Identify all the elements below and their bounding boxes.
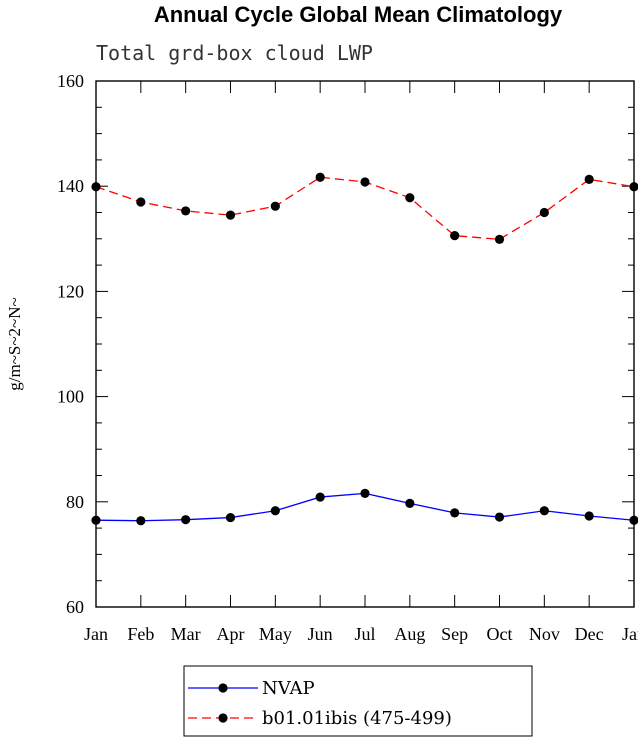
series-2-point xyxy=(584,174,594,184)
x-tick-label: Sep xyxy=(441,624,468,644)
series-2-point xyxy=(405,193,415,203)
legend-label-1: NVAP xyxy=(262,678,315,699)
chart-subtitle: Total grd-box cloud LWP xyxy=(96,41,373,65)
series-2-point xyxy=(91,182,101,192)
series-2-point xyxy=(181,206,191,216)
x-tick-label: Aug xyxy=(394,624,425,644)
series-1-point xyxy=(584,511,594,521)
series-2-point xyxy=(225,210,236,220)
y-tick-label: 100 xyxy=(57,387,84,407)
plot-area xyxy=(95,80,635,608)
y-tick-label: 140 xyxy=(57,176,84,196)
series-1-point xyxy=(494,512,505,522)
x-tick-label: Jan xyxy=(622,624,638,644)
chart-title: Annual Cycle Global Mean Climatology xyxy=(154,2,563,27)
series-2-point xyxy=(360,177,370,187)
legend: NVAP b01.01ibis (475-499) xyxy=(183,665,533,737)
y-tick-label: 120 xyxy=(57,281,84,301)
series-1-point xyxy=(450,508,460,518)
x-tick-label: Mar xyxy=(171,624,201,644)
x-tick-label: Dec xyxy=(575,624,604,644)
x-tick-label: Apr xyxy=(217,624,245,644)
series-1-point xyxy=(629,515,638,525)
series-1-point xyxy=(225,512,236,523)
legend-marker-2 xyxy=(218,713,228,723)
x-tick-label: Nov xyxy=(529,624,560,644)
series-2-point xyxy=(629,182,638,192)
series-1-point xyxy=(405,498,415,508)
y-axis-label: g/m~S~2~N~ xyxy=(5,297,24,390)
y-tick-label: 60 xyxy=(66,597,84,617)
series-1-point xyxy=(181,515,191,525)
series-layer xyxy=(91,172,638,526)
series-1-point xyxy=(360,488,370,498)
x-tick-label: Feb xyxy=(127,624,154,644)
series-1-point xyxy=(136,516,146,526)
series-2-point xyxy=(450,231,460,241)
legend-box xyxy=(183,665,533,737)
series-1-point xyxy=(270,506,280,516)
axis-ticks xyxy=(95,80,635,608)
series-1-point xyxy=(91,515,101,525)
x-tick-label: Jul xyxy=(354,624,375,644)
series-1-point xyxy=(539,506,549,516)
legend-marker-1 xyxy=(218,683,228,693)
x-tick-label: May xyxy=(259,624,292,644)
series-1-point xyxy=(315,492,325,502)
series-2-point xyxy=(539,207,549,218)
axis-tick-labels: JanFebMarAprMayJunJulAugSepOctNovDecJan6… xyxy=(57,71,638,644)
x-tick-label: Jan xyxy=(84,624,108,644)
series-2-point xyxy=(494,234,505,244)
legend-label-2: b01.01ibis (475-499) xyxy=(262,708,452,729)
x-tick-label: Oct xyxy=(487,624,513,644)
series-2-point xyxy=(315,172,325,182)
y-tick-label: 160 xyxy=(57,71,84,91)
x-tick-label: Jun xyxy=(308,624,333,644)
y-tick-label: 80 xyxy=(66,492,84,512)
series-2-point xyxy=(136,197,146,207)
series-2-point xyxy=(270,201,280,211)
